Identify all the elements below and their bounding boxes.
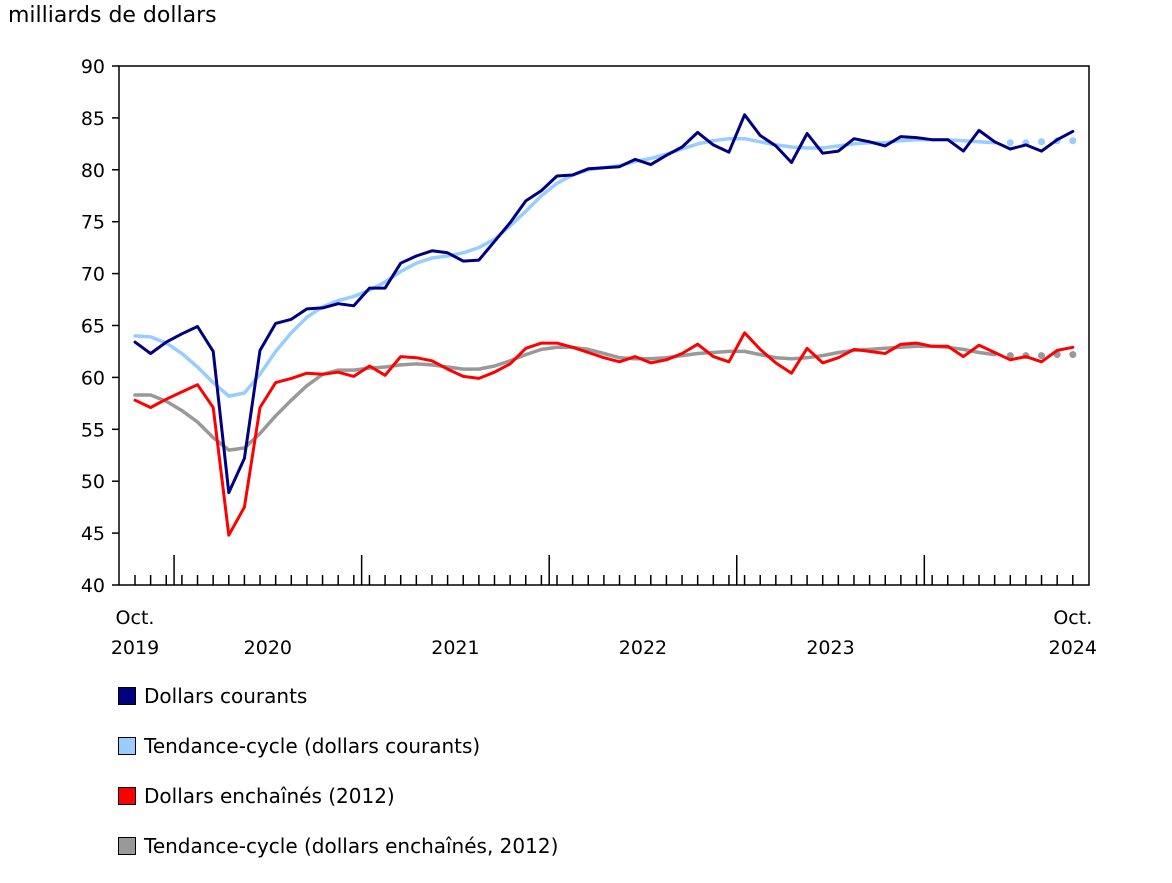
plot-frame <box>118 65 1090 586</box>
legend-swatch <box>118 837 136 855</box>
x-tick-label-year: 2019 <box>111 637 159 659</box>
y-tick-label: 90 <box>81 56 105 78</box>
series-point-tendance-cycle-dollars-encha-n-s-2012 <box>1069 351 1077 359</box>
y-tick-label: 40 <box>81 575 105 597</box>
y-tick-label: 80 <box>81 160 105 182</box>
y-tick-label: 65 <box>81 316 105 338</box>
x-tick-label-year: 2024 <box>1049 637 1097 659</box>
legend-swatch <box>118 787 136 805</box>
series-point-tendance-cycle-dollars-courants <box>1069 137 1077 145</box>
y-axis-unit-label: milliards de dollars <box>8 3 217 28</box>
y-tick-label: 85 <box>81 108 105 130</box>
series-line-dollars-encha-n-s-2012 <box>133 331 1075 537</box>
legend-item-tendance-enchaines: Tendance-cycle (dollars enchaînés, 2012) <box>118 833 558 859</box>
series-point-tendance-cycle-dollars-courants <box>1006 139 1014 147</box>
series-line-tendance-cycle-dollars-encha-n-s-2012 <box>133 344 997 452</box>
series-point-tendance-cycle-dollars-encha-n-s-2012 <box>1038 352 1046 360</box>
legend-label: Dollars courants <box>144 684 308 708</box>
legend-swatch <box>118 737 136 755</box>
legend-label: Tendance-cycle (dollars courants) <box>144 734 481 758</box>
x-tick-label-month: Oct. <box>116 607 155 629</box>
y-tick-label: 45 <box>81 523 105 545</box>
y-tick-label: 55 <box>81 419 105 441</box>
y-tick-label: 75 <box>81 212 105 234</box>
series-line-tendance-cycle-dollars-courants <box>133 136 997 398</box>
y-tick-label: 70 <box>81 264 105 286</box>
legend-item-tendance-courants: Tendance-cycle (dollars courants) <box>118 733 558 759</box>
legend-label: Dollars enchaînés (2012) <box>144 784 395 808</box>
series-point-tendance-cycle-dollars-courants <box>1038 138 1046 146</box>
x-tick-label-year: 2020 <box>244 637 292 659</box>
legend: Dollars courants Tendance-cycle (dollars… <box>118 683 558 883</box>
legend-label: Tendance-cycle (dollars enchaînés, 2012) <box>144 834 559 858</box>
y-tick-label: 50 <box>81 471 105 493</box>
x-tick-label-year: 2021 <box>431 637 479 659</box>
legend-item-dollars-courants: Dollars courants <box>118 683 558 709</box>
legend-item-dollars-enchaines: Dollars enchaînés (2012) <box>118 783 558 809</box>
x-tick-label-month: Oct. <box>1053 607 1092 629</box>
series-line-dollars-courants <box>133 113 1075 495</box>
x-tick-label-year: 2022 <box>619 637 667 659</box>
legend-swatch <box>118 687 136 705</box>
x-tick-label-year: 2023 <box>806 637 854 659</box>
line-chart: 40 45 50 55 60 65 70 75 80 85 90 Oct. 2019 2020 2021 20… <box>81 56 1097 659</box>
y-tick-label: 60 <box>81 367 105 389</box>
